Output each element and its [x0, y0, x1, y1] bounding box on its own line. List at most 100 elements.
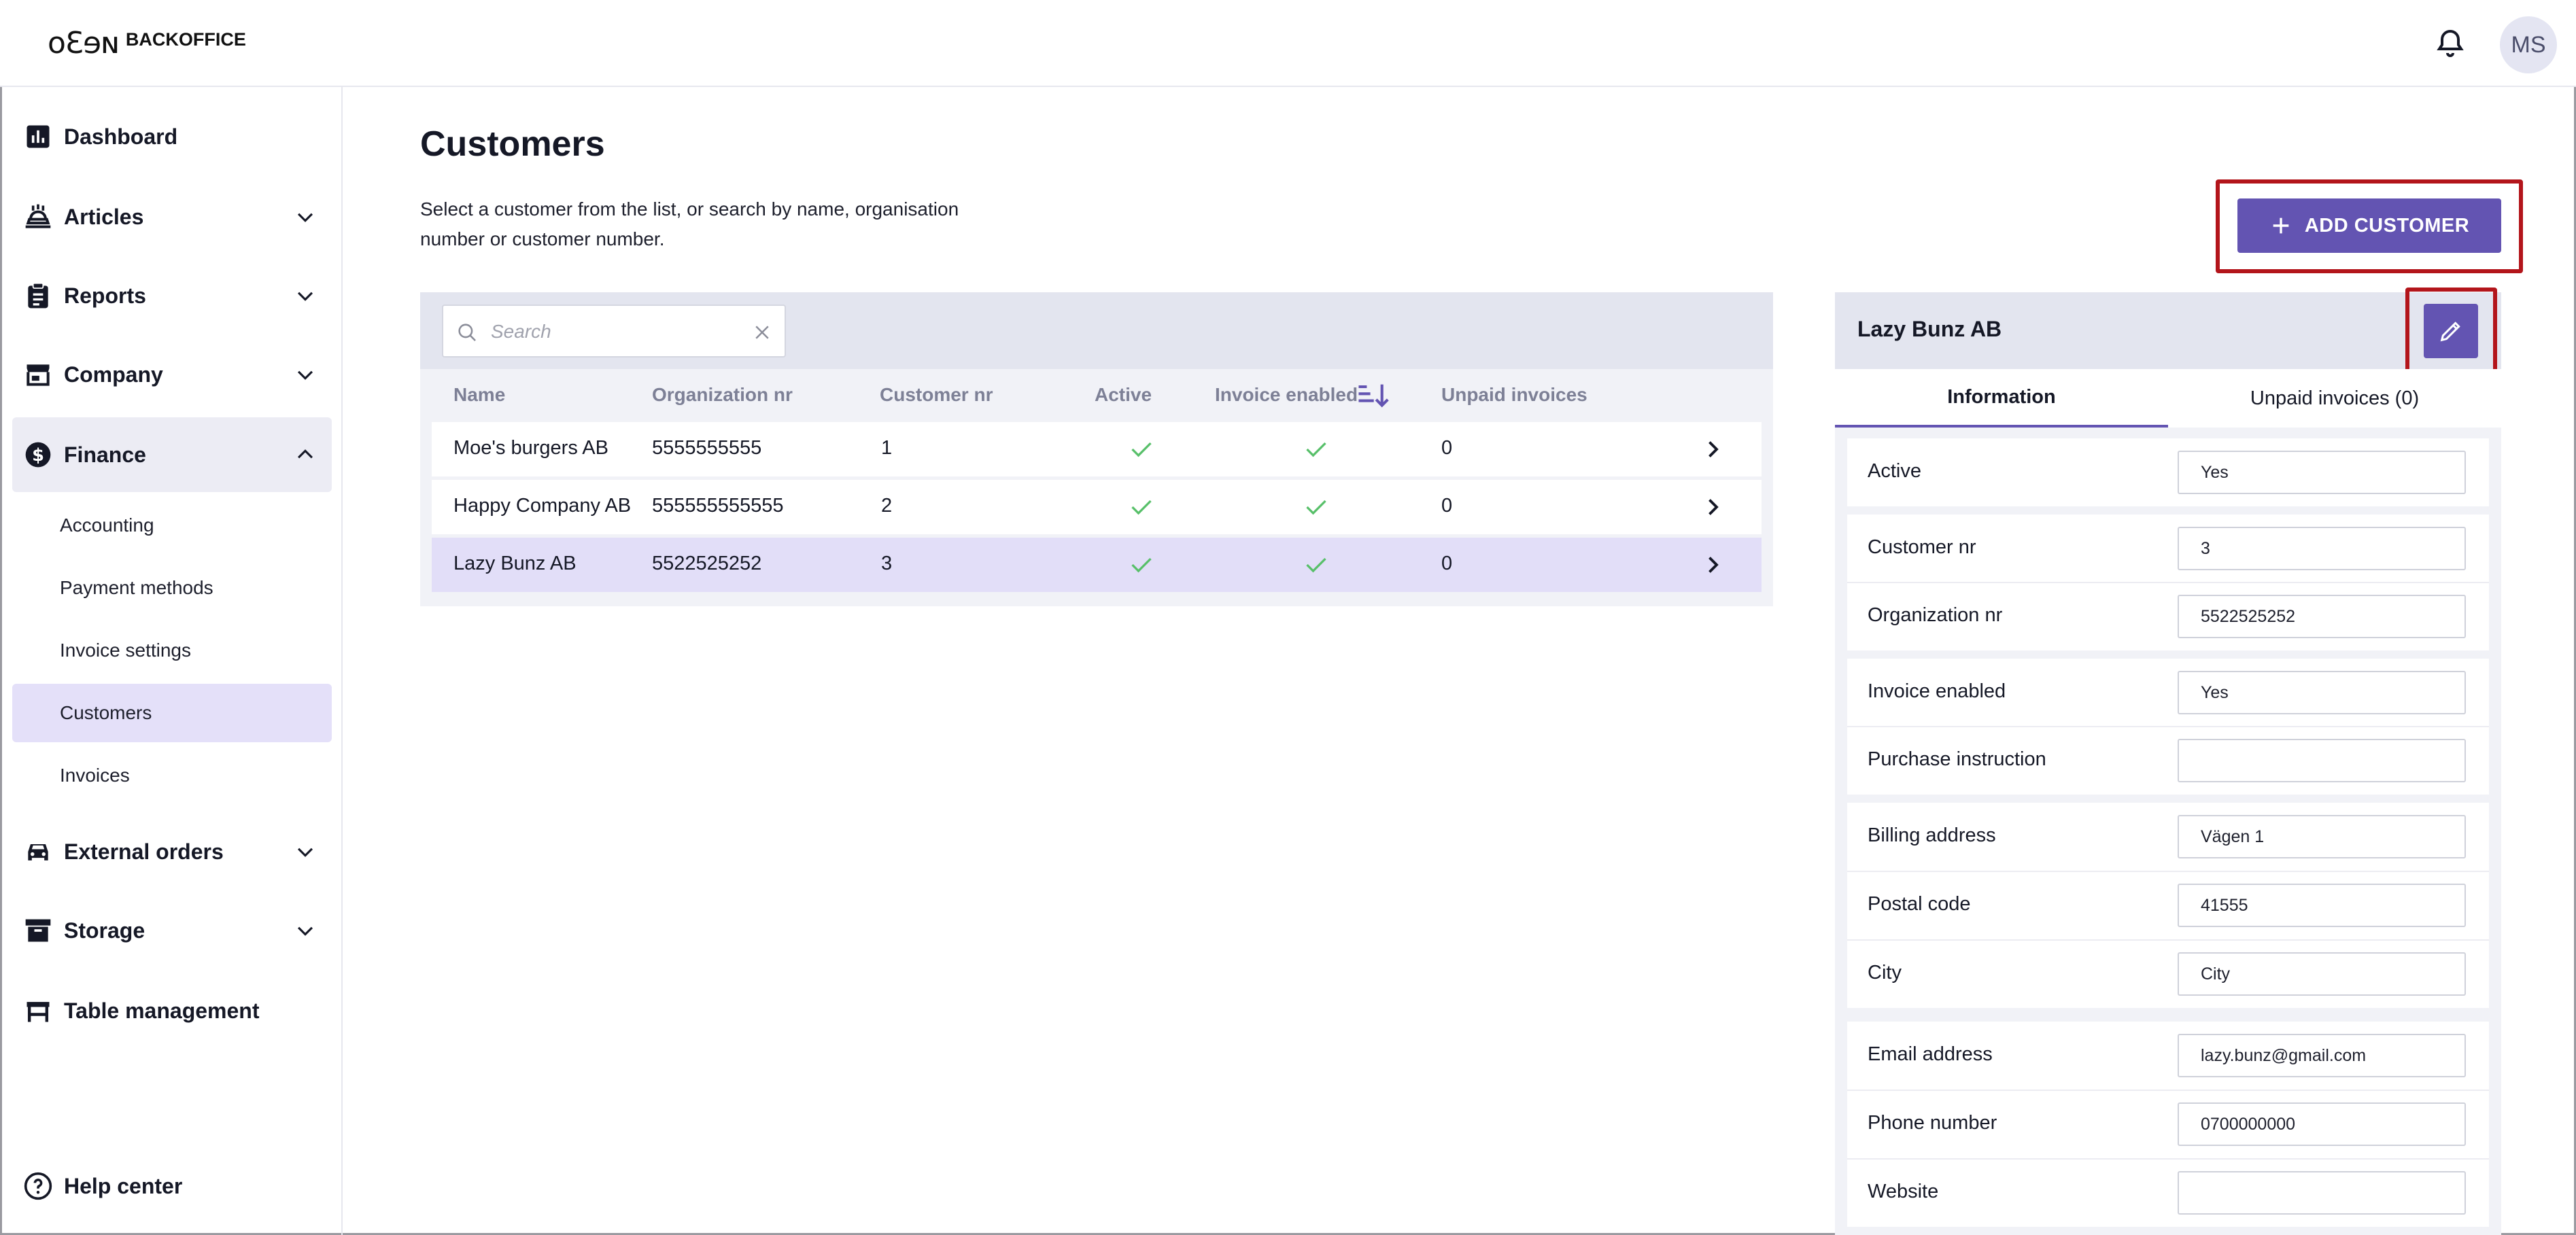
sidebar-item-help-center[interactable]: Help center [12, 1149, 332, 1223]
avatar[interactable]: MS [2500, 16, 2557, 73]
add-customer-button[interactable]: ADD CUSTOMER [2237, 198, 2501, 253]
column-header-name[interactable]: Name [453, 384, 506, 405]
sidebar-item-table-management[interactable]: Table management [12, 973, 332, 1048]
organization-nr-field[interactable] [2178, 595, 2466, 638]
sidebar-subitem-label: Payment methods [60, 577, 213, 598]
sidebar-item-label: Storage [64, 918, 145, 943]
active-field[interactable] [2178, 451, 2466, 494]
sidebar-subitem-label: Invoice settings [60, 640, 191, 661]
postal-code-field[interactable] [2178, 884, 2466, 927]
email-field[interactable] [2178, 1034, 2466, 1077]
chevron-up-icon [297, 449, 313, 459]
store-icon [27, 364, 50, 386]
chevron-down-icon [297, 370, 313, 380]
sidebar-item-reports[interactable]: Reports [12, 258, 332, 333]
sidebar-item-label: Help center [64, 1173, 183, 1198]
sidebar-item-label: External orders [64, 839, 224, 864]
logo[interactable]: oƐɘɴ BACKOFFICE [48, 24, 246, 65]
sidebar-subitem-invoice-settings[interactable]: Invoice settings [12, 621, 332, 680]
column-header-organization-nr[interactable]: Organization nr [652, 384, 793, 405]
sidebar-item-articles[interactable]: Articles [12, 179, 332, 254]
edit-customer-button[interactable] [2424, 304, 2478, 358]
pencil-icon [2440, 321, 2460, 342]
sidebar-subitem-invoices[interactable]: Invoices [12, 746, 332, 805]
field-organization-nr: Organization nr [1847, 582, 2489, 650]
logo-mark: oƐɘɴ [48, 26, 120, 60]
sidebar [0, 87, 343, 1235]
sidebar-item-label: Reports [64, 283, 146, 308]
field-label: Invoice enabled [1868, 680, 2006, 702]
column-header-active[interactable]: Active [1095, 384, 1152, 405]
sidebar-item-external-orders[interactable]: External orders [12, 814, 332, 889]
sidebar-subitem-accounting[interactable]: Accounting [12, 496, 332, 555]
cell-name: Moe's burgers AB [453, 437, 608, 459]
website-field[interactable] [2178, 1171, 2466, 1215]
sidebar-subitem-payment-methods[interactable]: Payment methods [12, 559, 332, 617]
sidebar-item-label: Articles [64, 204, 144, 229]
field-billing-address: Billing address [1847, 803, 2489, 871]
sort-descending-icon[interactable] [1356, 381, 1389, 409]
bar-chart-icon [27, 125, 50, 148]
billing-address-field[interactable] [2178, 815, 2466, 858]
tab-information[interactable]: Information [1835, 369, 2168, 428]
tab-unpaid-invoices[interactable]: Unpaid invoices (0) [2250, 387, 2420, 409]
field-website: Website [1847, 1159, 2489, 1227]
page-description: Select a customer from the list, or sear… [420, 198, 959, 249]
field-label: Customer nr [1868, 536, 1976, 558]
clear-icon[interactable] [752, 322, 772, 343]
field-group-ids: Customer nr Organization nr [1847, 515, 2489, 650]
search-box [442, 305, 786, 358]
divider [1847, 582, 2489, 583]
chevron-right-icon[interactable] [1700, 495, 1725, 519]
bell-icon[interactable] [2434, 27, 2467, 60]
cell-name: Lazy Bunz AB [453, 553, 577, 574]
highlight-box [2216, 179, 2523, 273]
chevron-right-icon[interactable] [1700, 437, 1725, 462]
field-group-status: Active [1847, 438, 2489, 506]
svg-text:$: $ [32, 445, 44, 466]
table-icon [27, 1002, 50, 1022]
table-row[interactable]: Moe's burgers AB 5555555555 1 0 [432, 422, 1762, 476]
chevron-right-icon[interactable] [1700, 553, 1725, 577]
customer-nr-field[interactable] [2178, 527, 2466, 570]
search-icon [458, 324, 476, 341]
archive-box-icon [25, 919, 51, 942]
column-header-customer-nr[interactable]: Customer nr [880, 384, 993, 405]
field-group-contact: Email address Phone number Website [1847, 1022, 2489, 1227]
sidebar-item-company[interactable]: Company [12, 337, 332, 412]
column-header-unpaid-invoices[interactable]: Unpaid invoices [1441, 384, 1587, 405]
check-icon [1131, 442, 1152, 457]
detail-title: Lazy Bunz AB [1857, 317, 2002, 341]
sidebar-subitem-customers[interactable]: Customers [12, 684, 332, 742]
field-phone-number: Phone number [1847, 1090, 2489, 1158]
top-bar: oƐɘɴ BACKOFFICE MS [0, 0, 2576, 87]
field-email-address: Email address [1847, 1022, 2489, 1090]
column-header-invoice-enabled[interactable]: Invoice enabled [1215, 384, 1358, 405]
cell-unpaid: 0 [1441, 553, 1453, 574]
cell-unpaid: 0 [1441, 437, 1453, 459]
cell-org: 5555555555 [652, 437, 762, 459]
sidebar-item-dashboard[interactable]: Dashboard [12, 99, 332, 174]
sidebar-item-finance[interactable]: $ Finance [12, 417, 332, 492]
check-icon [1131, 500, 1152, 515]
cell-org: 5522525252 [652, 553, 762, 574]
field-group-invoice: Invoice enabled Purchase instruction [1847, 659, 2489, 795]
search-input[interactable] [491, 313, 736, 351]
field-customer-nr: Customer nr [1847, 515, 2489, 582]
sidebar-item-label: Company [64, 362, 163, 387]
chevron-down-icon [297, 213, 313, 222]
table-row-selected[interactable]: Lazy Bunz AB 5522525252 3 0 [432, 538, 1762, 592]
sidebar-item-storage[interactable]: Storage [12, 893, 332, 968]
city-field[interactable] [2178, 952, 2466, 996]
phone-field[interactable] [2178, 1102, 2466, 1146]
field-label: Billing address [1868, 824, 1996, 846]
field-label: City [1868, 962, 1902, 984]
field-group-address: Billing address Postal code City [1847, 803, 2489, 1008]
add-customer-label: ADD CUSTOMER [2304, 214, 2470, 237]
sidebar-subitem-label: Invoices [60, 765, 130, 786]
purchase-instruction-field[interactable] [2178, 739, 2466, 782]
invoice-enabled-field[interactable] [2178, 671, 2466, 714]
check-icon [1131, 557, 1152, 573]
table-row[interactable]: Happy Company AB 555555555555 2 0 [432, 480, 1762, 534]
divider [1847, 1158, 2489, 1160]
